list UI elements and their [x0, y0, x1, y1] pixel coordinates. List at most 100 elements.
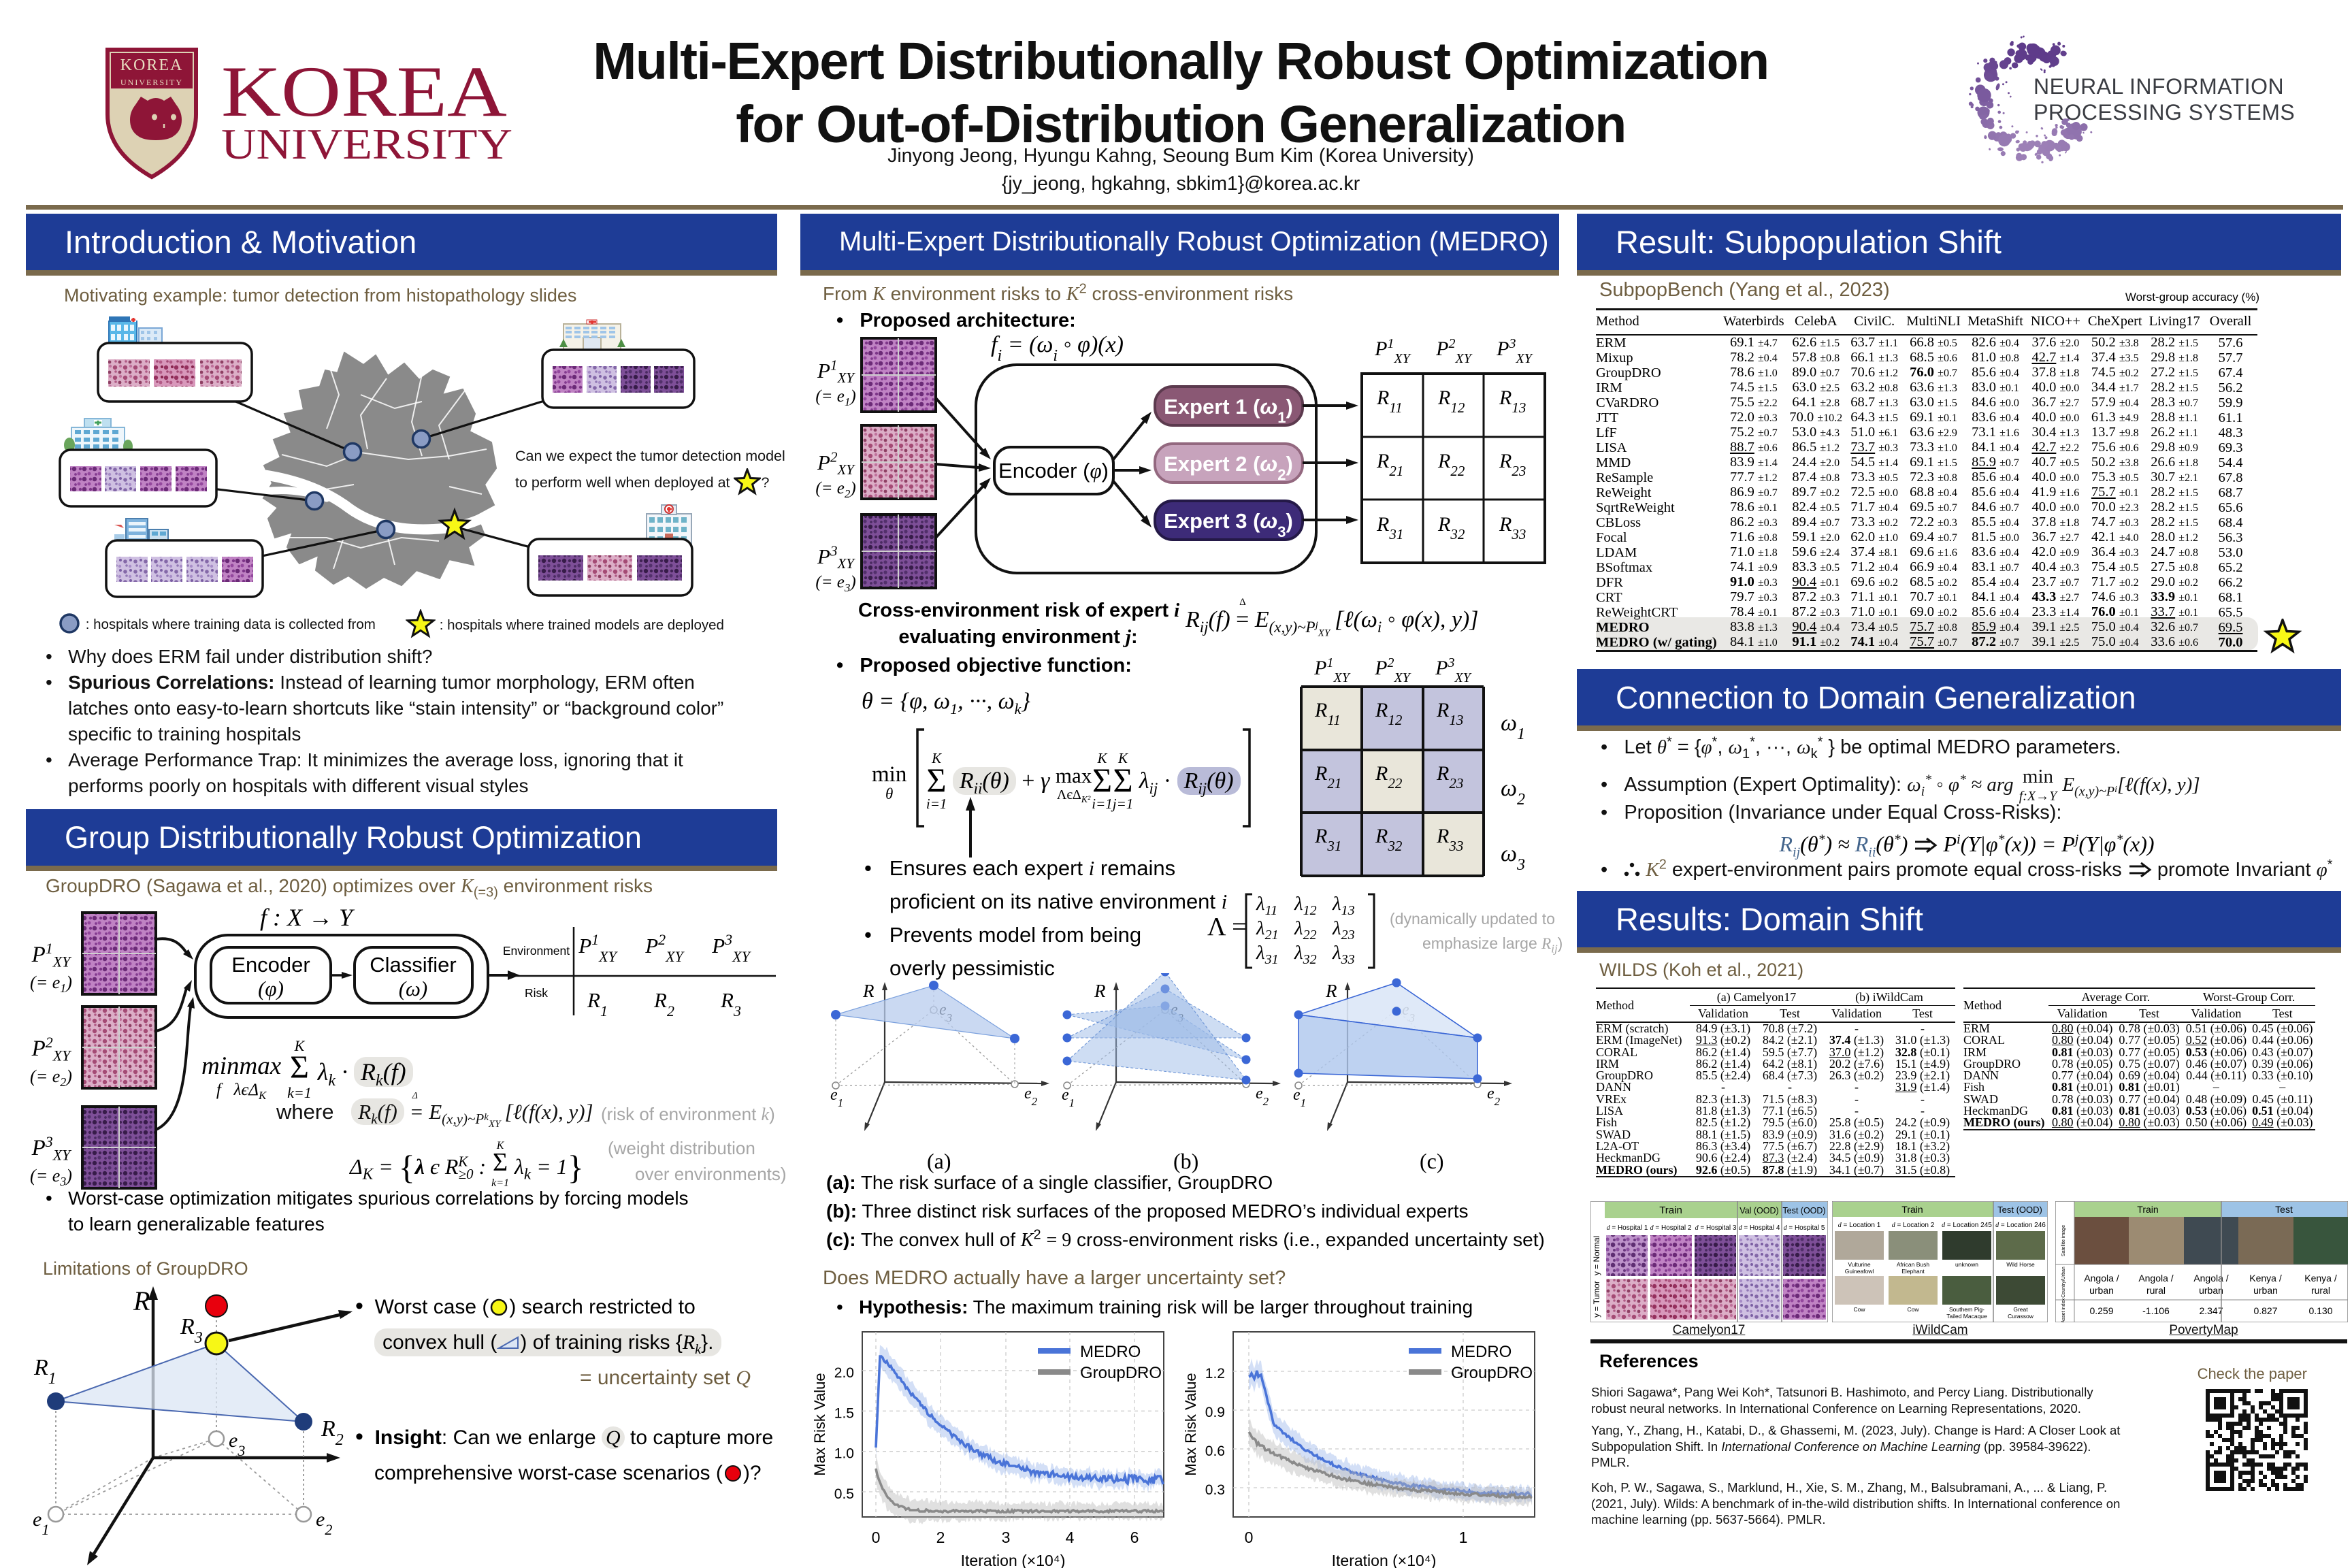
svg-text:0: 0 [1245, 1529, 1254, 1546]
svg-text:UNIVERSITY: UNIVERSITY [120, 78, 183, 87]
svg-text:P1XY: P1XY [578, 931, 618, 965]
svg-text:0.5: 0.5 [834, 1486, 854, 1502]
svg-text:(φ): (φ) [258, 977, 284, 1000]
svg-text:P2XY: P2XY [1435, 336, 1473, 366]
svg-text:1.2: 1.2 [1205, 1366, 1225, 1382]
svg-text:Kenya /: Kenya / [2249, 1273, 2282, 1284]
svg-text:Iteration (×10⁴): Iteration (×10⁴) [961, 1552, 1066, 1568]
svg-text:Train: Train [1901, 1204, 1923, 1215]
svg-text:R3: R3 [180, 1314, 203, 1347]
svg-text:ω1: ω1 [1501, 710, 1525, 743]
svg-text:e1: e1 [830, 1086, 843, 1109]
svg-text:P3XY: P3XY [1496, 336, 1533, 366]
svg-text:-1.106: -1.106 [2142, 1305, 2170, 1316]
svg-text:R: R [1094, 981, 1106, 1001]
svg-text:ω3: ω3 [1501, 841, 1525, 874]
svg-text:Val (OOD): Val (OOD) [1740, 1206, 1778, 1215]
svg-text:e1: e1 [1062, 1086, 1075, 1109]
svg-text:Test (OOD): Test (OOD) [1997, 1205, 2042, 1215]
svg-text:PROCESSING SYSTEMS: PROCESSING SYSTEMS [2034, 100, 2295, 125]
svg-text:e2: e2 [1024, 1085, 1038, 1108]
svg-text:NEURAL INFORMATION: NEURAL INFORMATION [2034, 74, 2284, 99]
svg-text:Tailed Macaque: Tailed Macaque [1946, 1313, 1987, 1320]
svg-text:rural: rural [2146, 1285, 2166, 1296]
svg-text:Vulturine: Vulturine [1848, 1261, 1871, 1268]
svg-text:R12: R12 [1437, 387, 1465, 416]
svg-text:Train: Train [2137, 1204, 2158, 1215]
svg-text:y = Normal: y = Normal [1592, 1236, 1601, 1275]
svg-text:Encoder: Encoder [231, 953, 310, 977]
svg-text:R3: R3 [720, 988, 741, 1019]
svg-text:6: 6 [1130, 1529, 1139, 1546]
svg-text:P2XY: P2XY [1374, 657, 1411, 685]
svg-text:f : X → Y: f : X → Y [260, 904, 355, 931]
svg-text:e2: e2 [1256, 1085, 1269, 1108]
svg-text:d = Hospital 3: d = Hospital 3 [1695, 1224, 1737, 1232]
svg-text:(ω): (ω) [399, 977, 428, 1000]
svg-text:Cow: Cow [1907, 1306, 1919, 1313]
svg-text:MEDRO: MEDRO [1080, 1343, 1141, 1361]
svg-text:d = Location 2: d = Location 2 [1892, 1222, 1935, 1229]
svg-text:urban: urban [2089, 1285, 2114, 1296]
svg-text:d = Location 1: d = Location 1 [1838, 1222, 1881, 1229]
svg-text:R33: R33 [1499, 513, 1526, 542]
svg-text:d = Hospital 1: d = Hospital 1 [1607, 1224, 1648, 1232]
svg-text:2.347: 2.347 [2199, 1305, 2223, 1316]
svg-text:Risk: Risk [525, 986, 548, 1000]
svg-text:e2: e2 [1487, 1085, 1501, 1108]
svg-text:d = Hospital 4: d = Hospital 4 [1739, 1224, 1780, 1232]
svg-text:d = Location 245: d = Location 245 [1942, 1222, 1992, 1229]
svg-text:Max Risk Value: Max Risk Value [1182, 1373, 1199, 1475]
svg-text:d = Hospital 2: d = Hospital 2 [1650, 1224, 1692, 1232]
svg-text:3: 3 [1002, 1529, 1011, 1546]
svg-text:0.259: 0.259 [2089, 1305, 2113, 1316]
svg-text:2: 2 [936, 1529, 945, 1546]
svg-text:R: R [862, 981, 875, 1001]
svg-text:unknown: unknown [1955, 1261, 1978, 1268]
svg-text:R1: R1 [587, 988, 608, 1019]
svg-text:KOREA: KOREA [221, 52, 507, 131]
svg-text:Kenya /: Kenya / [2304, 1273, 2337, 1284]
svg-text:Angola /: Angola / [2193, 1273, 2228, 1284]
svg-text:e1: e1 [33, 1508, 49, 1538]
svg-text:2.0: 2.0 [834, 1365, 854, 1381]
svg-text:urban: urban [2199, 1285, 2223, 1296]
svg-text:0.3: 0.3 [1205, 1482, 1225, 1498]
svg-text:0.6: 0.6 [1205, 1443, 1225, 1459]
svg-text:P1XY: P1XY [1374, 336, 1411, 366]
svg-text:UNIVERSITY: UNIVERSITY [221, 120, 512, 168]
svg-text:0: 0 [872, 1529, 881, 1546]
svg-text:MEDRO: MEDRO [1451, 1343, 1512, 1361]
svg-text:0.130: 0.130 [2308, 1305, 2332, 1316]
svg-text:rural: rural [2311, 1285, 2330, 1296]
svg-text:Classifier: Classifier [370, 953, 456, 977]
svg-text:Encoder (φ): Encoder (φ) [998, 459, 1109, 483]
svg-text:Angola /: Angola / [2138, 1273, 2173, 1284]
svg-text:R: R [133, 1286, 150, 1316]
svg-text:1: 1 [1459, 1529, 1468, 1546]
svg-text:R13: R13 [1499, 387, 1526, 416]
svg-text:Satellite image: Satellite image [2061, 1225, 2066, 1256]
svg-text:Great: Great [2013, 1306, 2028, 1313]
svg-text:Test (OOD): Test (OOD) [1782, 1206, 1825, 1215]
svg-text:Iteration (×10⁴): Iteration (×10⁴) [1332, 1552, 1437, 1568]
svg-text:4: 4 [1066, 1529, 1075, 1546]
svg-text:R2: R2 [321, 1416, 344, 1449]
svg-text:Angola /: Angola / [2084, 1273, 2119, 1284]
svg-text:P3XY: P3XY [1435, 657, 1472, 685]
svg-text:y = Tumor: y = Tumor [1592, 1281, 1601, 1318]
svg-text:Cow: Cow [1853, 1306, 1865, 1313]
svg-text:ω2: ω2 [1501, 776, 1525, 808]
svg-text:e2: e2 [316, 1508, 332, 1538]
svg-text:African Bush: African Bush [1897, 1261, 1929, 1268]
svg-text:e3: e3 [229, 1429, 245, 1459]
svg-text:Elephant: Elephant [1901, 1268, 1925, 1275]
svg-text:R32: R32 [1437, 513, 1465, 542]
svg-text:Test: Test [2275, 1204, 2293, 1215]
svg-text:1.0: 1.0 [834, 1446, 854, 1462]
svg-text:Environment: Environment [503, 944, 570, 958]
svg-text:GroupDRO: GroupDRO [1451, 1364, 1533, 1382]
svg-text:Max Risk Value: Max Risk Value [811, 1373, 828, 1475]
svg-text:fi = (ωi ◦ φ)(x): fi = (ωi ◦ φ)(x) [991, 332, 1124, 365]
svg-text:Southern Pig-: Southern Pig- [1949, 1306, 1984, 1313]
